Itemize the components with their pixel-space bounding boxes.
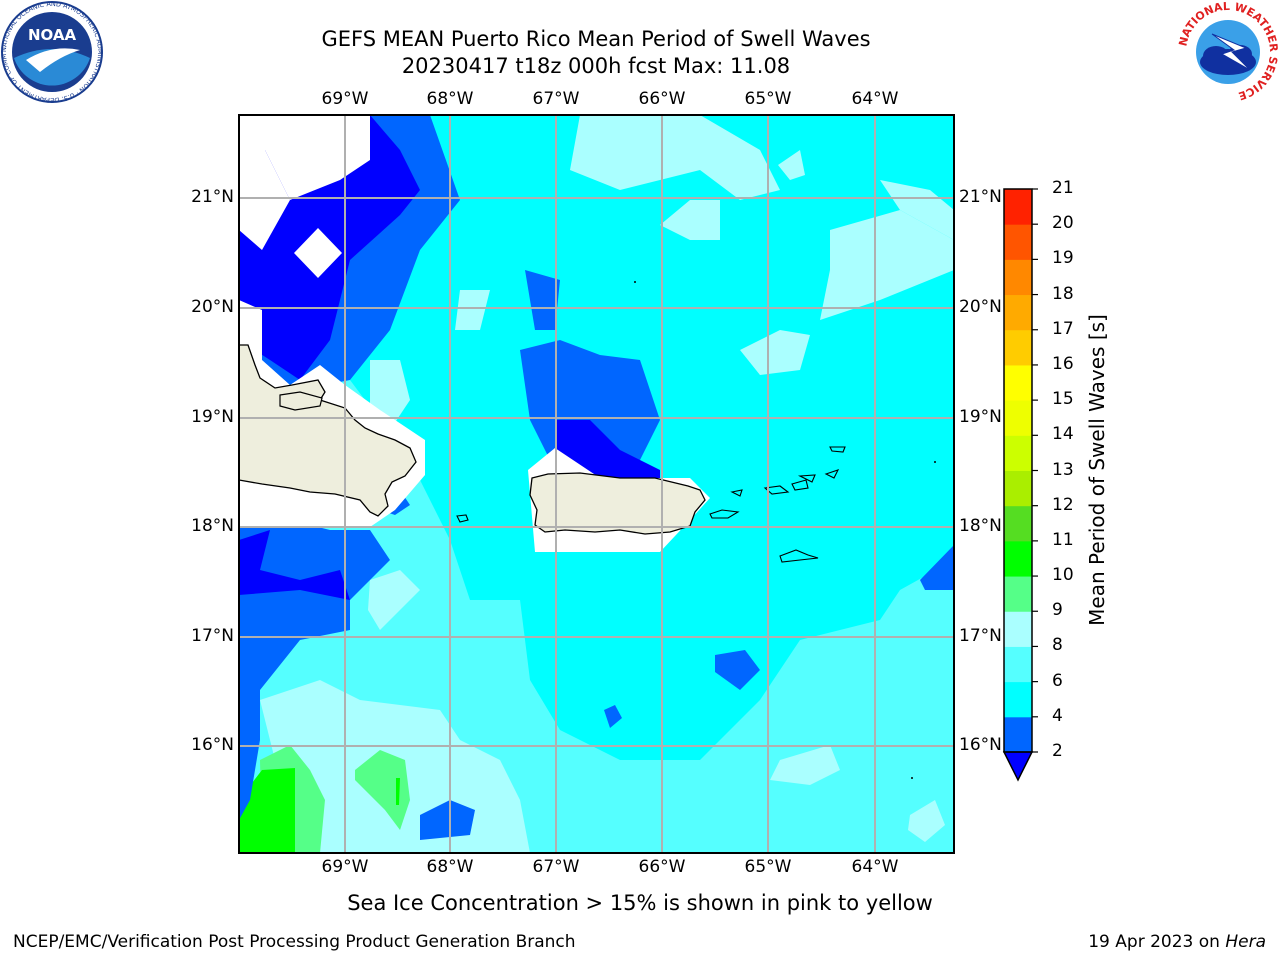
producer-credit: NCEP/EMC/Verification Post Processing Pr… — [13, 932, 576, 952]
colorbar-tick-label: 8 — [1052, 635, 1063, 656]
colorbar — [1002, 188, 1038, 782]
lon-label-bottom: 67°W — [532, 857, 580, 877]
colorbar-segment — [1004, 435, 1032, 471]
lat-label-right: 19°N — [959, 407, 1002, 427]
colorbar-tick-label: 13 — [1052, 459, 1074, 480]
colorbar-tick-label: 9 — [1052, 600, 1063, 621]
lon-label-bottom: 64°W — [851, 857, 899, 877]
lon-label-bottom: 69°W — [321, 857, 369, 877]
lon-label-bottom: 68°W — [426, 857, 474, 877]
colorbar-tick-label: 21 — [1052, 178, 1074, 198]
colorbar-segment — [1004, 189, 1032, 225]
colorbar-tick-label: 2 — [1052, 741, 1063, 761]
colorbar-segment — [1004, 470, 1032, 507]
colorbar-tick-label: 16 — [1052, 353, 1074, 374]
lon-label-top: 66°W — [638, 89, 686, 109]
colorbar-under-arrow — [1002, 751, 1034, 782]
lon-label-top: 69°W — [321, 89, 369, 109]
noaa-logo: NATIONAL OCEANIC AND ATMOSPHERIC ADMINIS… — [0, 0, 104, 104]
lat-label-left: 19°N — [191, 407, 234, 427]
lat-label-left: 18°N — [191, 516, 234, 536]
colorbar-label: Mean Period of Swell Waves [s] — [1085, 314, 1109, 626]
colorbar-tick-label: 6 — [1052, 670, 1063, 691]
hispaniola-land — [239, 344, 417, 517]
map-frame — [239, 115, 954, 853]
colorbar-segment — [1004, 259, 1032, 296]
lon-label-top: 68°W — [426, 89, 474, 109]
lon-label-top: 67°W — [532, 89, 580, 109]
contour-10-11s — [239, 768, 295, 853]
run-date-text: 19 Apr 2023 on — [1088, 932, 1226, 952]
colorbar-tick-label: 15 — [1052, 389, 1074, 410]
colorbar-tick-label: 19 — [1052, 248, 1074, 269]
map-border — [238, 114, 955, 854]
colorbar-segment — [1004, 364, 1032, 401]
colorbar-segment — [1004, 646, 1032, 683]
lat-label-right: 18°N — [959, 516, 1002, 536]
lon-label-top: 65°W — [744, 89, 792, 109]
colorbar-segment — [1004, 540, 1032, 577]
colorbar-tick-label: 12 — [1052, 494, 1074, 515]
contour-8-9s-north — [570, 115, 780, 200]
colorbar-segment — [1004, 681, 1032, 718]
map-title: GEFS MEAN Puerto Rico Mean Period of Swe… — [321, 27, 871, 51]
noaa-logo-text: NOAA — [28, 26, 77, 44]
colorbar-segment — [1004, 505, 1032, 542]
map-gridlines — [239, 115, 954, 853]
lat-label-right: 17°N — [959, 626, 1002, 646]
no-data-region — [239, 115, 290, 250]
lon-label-bottom: 66°W — [638, 857, 686, 877]
colorbar-segment — [1004, 224, 1032, 260]
colorbar-tick-label: 14 — [1052, 424, 1074, 445]
lat-label-left: 17°N — [191, 626, 234, 646]
colorbar-segment — [1004, 611, 1032, 647]
lat-label-left: 21°N — [191, 187, 234, 207]
colorbar-tick-label: 11 — [1052, 529, 1074, 550]
map-subtitle: 20230417 t18z 000h fcst Max: 11.08 — [401, 54, 791, 78]
nws-logo: NATIONAL WEATHER SERVICE — [1176, 0, 1280, 103]
lon-label-bottom: 65°W — [744, 857, 792, 877]
colorbar-tick-label: 4 — [1052, 705, 1063, 726]
lat-label-right: 16°N — [959, 735, 1002, 755]
colorbar-segment — [1004, 400, 1032, 436]
colorbar-tick-label: 20 — [1052, 213, 1074, 234]
contour-2-4s-southwest — [239, 520, 390, 820]
colorbar-segment — [1004, 576, 1032, 612]
colorbar-segment — [1004, 329, 1032, 366]
sea-ice-caption: Sea Ice Concentration > 15% is shown in … — [347, 891, 933, 915]
run-date: 19 Apr 2023 on Hera — [1088, 932, 1266, 952]
lat-label-left: 16°N — [191, 735, 234, 755]
lat-label-right: 21°N — [959, 187, 1002, 207]
colorbar-tick-label: 10 — [1052, 565, 1074, 586]
colorbar-tick-label: 18 — [1052, 283, 1074, 304]
colorbar-segment — [1004, 294, 1032, 331]
machine-name: Hera — [1225, 932, 1266, 952]
colorbar-segment — [1004, 716, 1032, 753]
lon-label-top: 64°W — [851, 89, 899, 109]
colorbar-tick-label: 17 — [1052, 318, 1074, 339]
lat-label-left: 20°N — [191, 297, 234, 317]
lat-label-right: 20°N — [959, 297, 1002, 317]
